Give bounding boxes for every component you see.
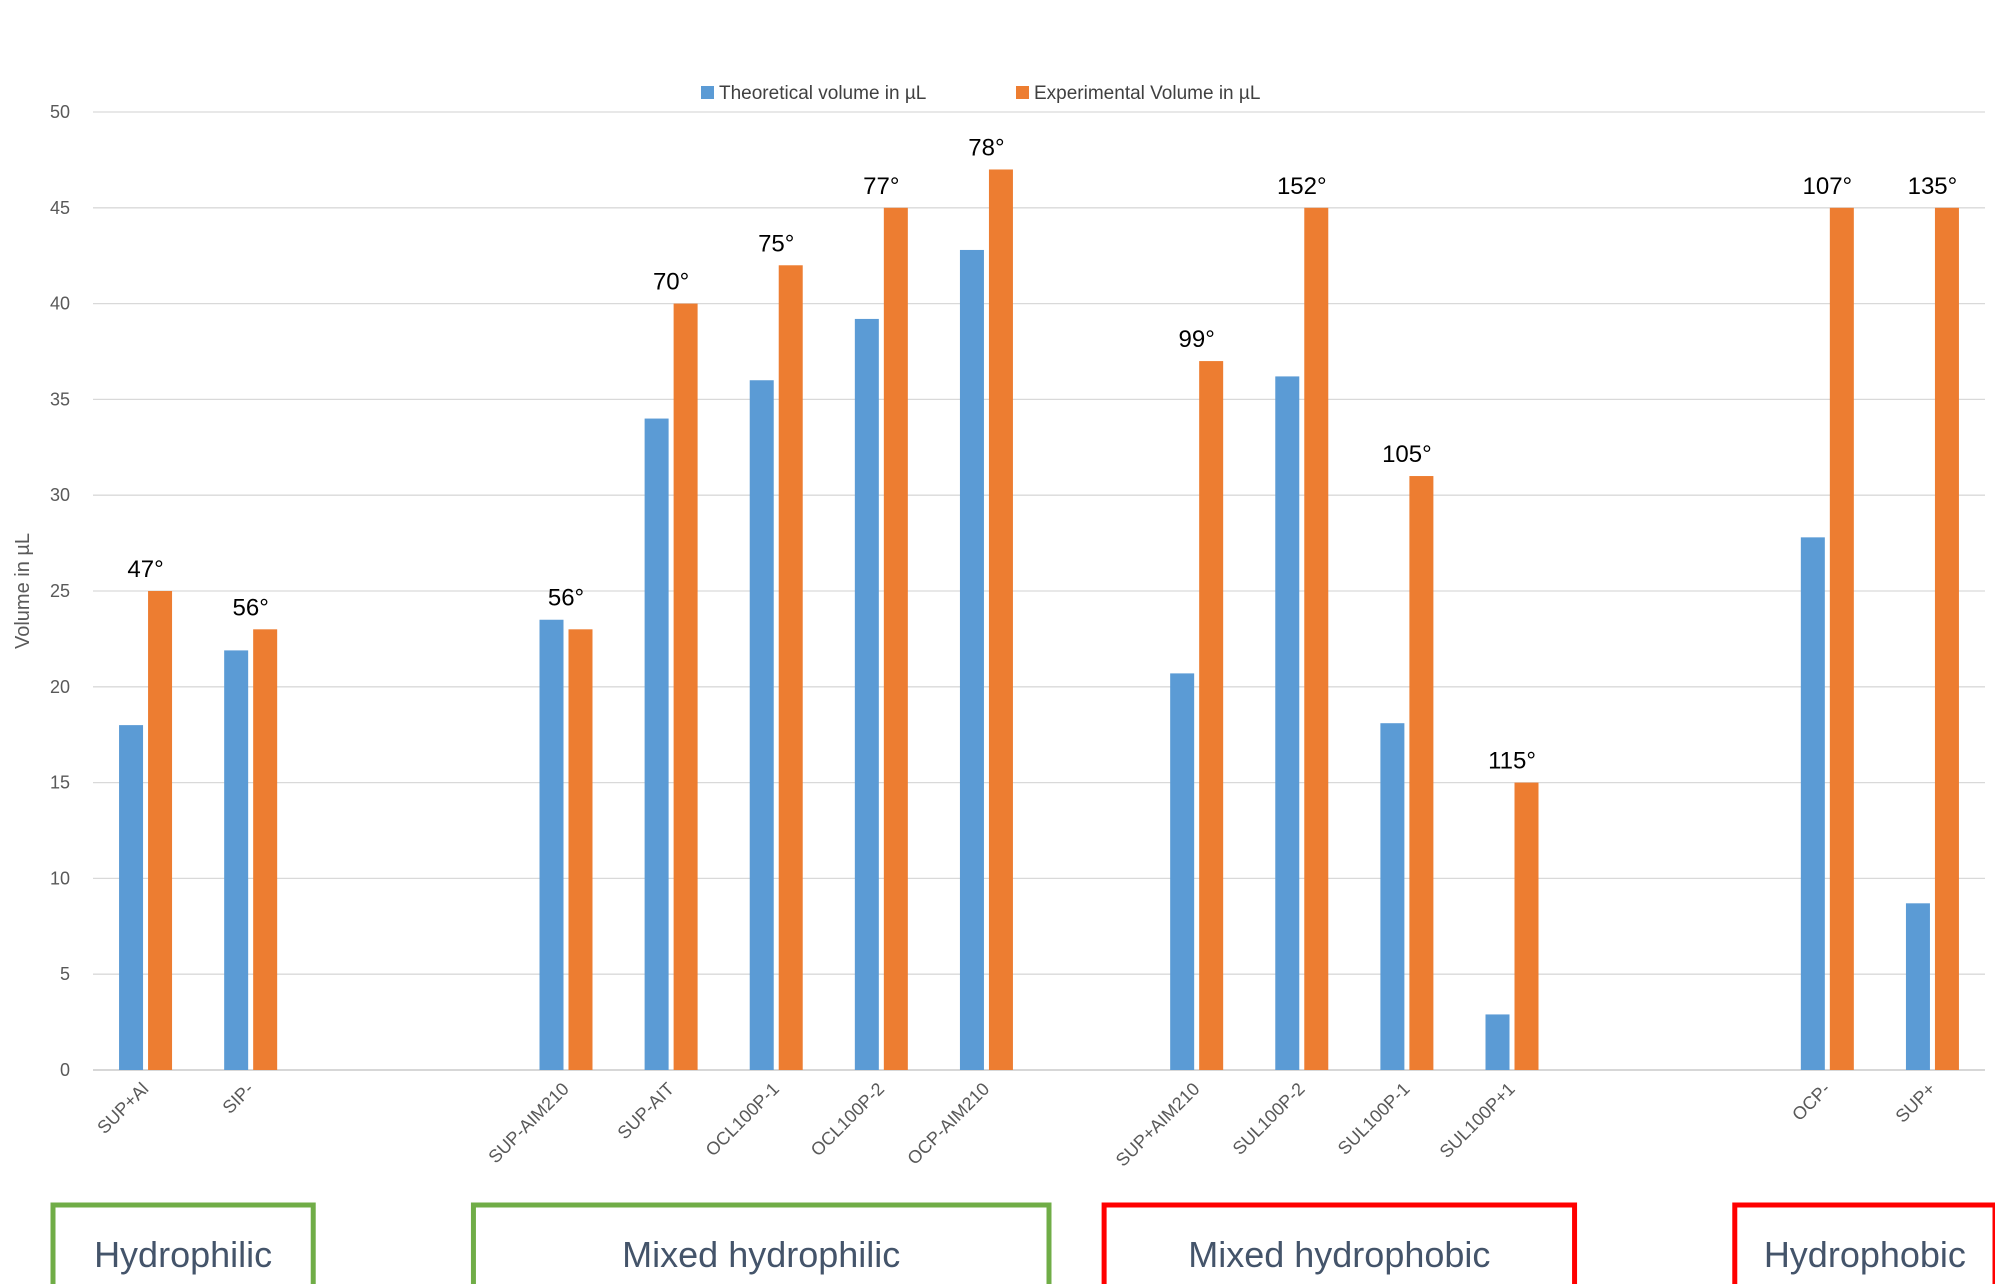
bar-theoretical [119,725,144,1070]
contact-angle-label: 56° [548,585,584,612]
bar-theoretical [1275,376,1300,1071]
contact-angle-label: 70° [653,269,689,296]
bar-experimental [1304,207,1329,1071]
contact-angle-label: 77° [863,173,899,200]
legend: Theoretical volume in µL Experimental Vol… [701,83,1260,104]
contact-angle-label: 152° [1277,173,1327,200]
y-axis-label: Volume in µL [12,533,34,649]
x-tick-label: SUP+Al [93,1079,152,1138]
bar-theoretical [644,418,669,1070]
contact-angle-label: 107° [1803,173,1853,200]
x-tick-label: SUP-AIM210 [484,1079,572,1167]
x-tick-label: OCP-AIM210 [903,1079,993,1169]
bar-experimental [988,169,1013,1071]
bar-experimental [673,303,698,1071]
legend-swatch [701,86,714,99]
bar-theoretical [224,650,249,1070]
group-box [1732,1202,1995,1284]
x-tick-label: SUP-AIT [614,1079,678,1143]
bars [119,169,1959,1071]
bar-experimental [1199,361,1224,1071]
y-tick-label: 25 [50,581,70,601]
group-label: Hydrophilic [94,1234,272,1275]
y-tick-label: 0 [60,1060,70,1080]
bar-experimental [148,591,173,1070]
contact-angle-label: 75° [758,230,794,257]
x-tick-label: SUL100P-2 [1229,1079,1309,1159]
group-box [470,1202,1052,1284]
contact-angle-label: 105° [1382,441,1432,468]
y-tick-label: 30 [50,485,70,505]
bar-experimental [1514,782,1539,1070]
group-box [1101,1202,1578,1284]
y-axis: 0 5 10 15 20 25 30 35 40 45 50 [50,102,70,1080]
gridlines [93,111,1985,1071]
bar-experimental [1934,207,1959,1071]
contact-angle-label: 78° [968,134,1004,161]
contact-angle-label: 47° [127,556,163,583]
y-tick-label: 20 [50,677,70,697]
bar-theoretical [749,380,774,1070]
y-tick-label: 45 [50,198,70,218]
group-label: Mixed hydrophilic [622,1234,900,1275]
bar-theoretical [1800,537,1825,1070]
group-boxes: Hydrophilic Mixed hydrophilic Mixed hydrop… [50,1202,1995,1284]
y-tick-label: 10 [50,868,70,888]
x-tick-label: OCL100P-2 [807,1079,888,1160]
group-label: Mixed hydrophobic [1188,1234,1490,1275]
contact-angle-label: 115° [1488,748,1536,775]
x-tick-label: SUL100P-1 [1334,1079,1414,1159]
bar-theoretical [854,318,879,1071]
x-tick-label: SUP+AIM210 [1112,1079,1204,1171]
group-label: Hydrophobic [1764,1234,1966,1275]
bar-experimental [253,629,278,1070]
x-tick-label: SIP- [219,1079,258,1118]
contact-angle-label: 135° [1908,173,1958,200]
y-tick-label: 35 [50,389,70,409]
legend-label: Theoretical volume in µL [719,83,926,104]
y-tick-label: 5 [60,964,70,984]
bar-experimental [568,629,593,1070]
x-tick-label: OCL100P-1 [702,1079,783,1160]
legend-swatch [1016,86,1029,99]
bar-experimental [778,265,803,1070]
y-tick-label: 50 [50,102,70,122]
bar-theoretical [959,249,984,1070]
y-tick-label: 15 [50,773,70,793]
y-tick-label: 40 [50,294,70,314]
contact-angle-label: 56° [233,594,269,621]
bar-theoretical [539,619,564,1070]
x-tick-label: OCP- [1788,1079,1834,1125]
bar-experimental [883,207,908,1071]
bar-experimental [1409,476,1434,1070]
angle-annotations: 47° 56° 56° 70° 75° 77° 78° 99° 152° 105° 115° 107°… [127,134,1957,774]
bar-theoretical [1170,673,1195,1070]
legend-label: Experimental Volume in µL [1034,83,1260,104]
bar-theoretical [1905,903,1930,1070]
bar-experimental [1829,207,1854,1071]
x-tick-label: SUP+ [1892,1079,1940,1127]
x-axis-tick-labels: SUP+Al SIP- SUP-AIM210 SUP-AIT OCL100P-1 OCL1… [93,1079,1939,1171]
contact-angle-label: 99° [1179,326,1215,353]
group-box [50,1202,316,1284]
x-tick-label: SUL100P+1 [1436,1079,1519,1162]
bar-theoretical [1380,723,1405,1070]
bar-theoretical [1485,1014,1510,1070]
